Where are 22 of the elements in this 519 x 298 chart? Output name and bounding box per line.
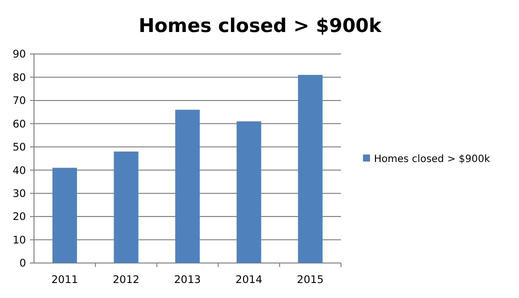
y-tick-label: 90 [12, 48, 26, 61]
y-tick-label: 30 [12, 188, 26, 200]
y-tick-label: 0 [19, 258, 26, 270]
chart-title: Homes closed > $900k [138, 15, 382, 37]
bar [236, 121, 262, 263]
y-tick-label: 80 [12, 72, 26, 84]
y-tick-label: 10 [12, 234, 26, 246]
bar [52, 168, 77, 263]
x-tick-label: 2012 [112, 274, 140, 286]
x-tick-label: 2011 [51, 274, 78, 286]
bar [114, 152, 138, 263]
bar [175, 110, 200, 263]
y-tick-label: 70 [12, 95, 26, 108]
x-tick-label: 2015 [296, 274, 324, 286]
bar [298, 74, 323, 263]
y-tick-label: 40 [12, 164, 26, 177]
x-tick-label: 2014 [236, 274, 263, 286]
x-tick-label: 2013 [174, 274, 201, 286]
legend-label: Homes closed > $900k [374, 154, 490, 165]
y-tick-label: 60 [12, 118, 26, 130]
y-tick-label: 20 [12, 211, 26, 224]
y-tick-label: 50 [12, 142, 26, 154]
